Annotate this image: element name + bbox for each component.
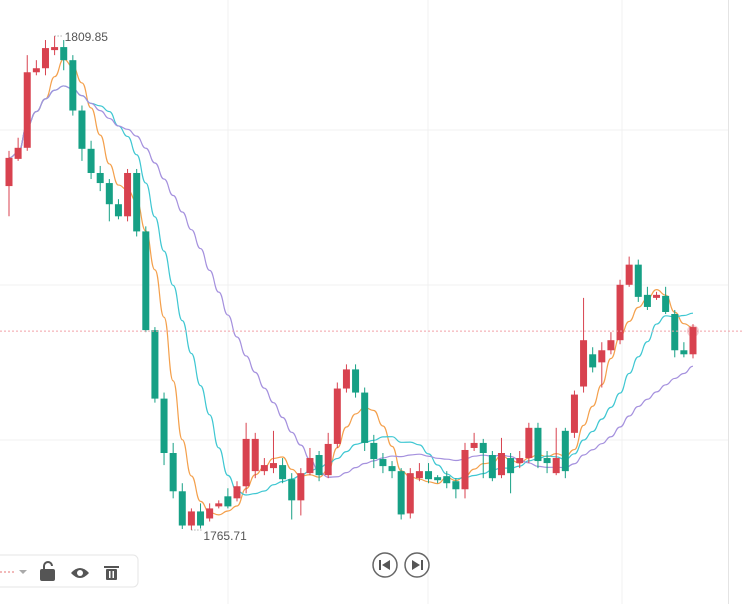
candle-body bbox=[552, 458, 560, 474]
candle-body bbox=[580, 340, 588, 387]
candle-body bbox=[51, 47, 59, 51]
candle-body bbox=[23, 72, 31, 148]
candle-body bbox=[151, 330, 159, 399]
candle-body bbox=[160, 398, 168, 454]
candle-body bbox=[288, 479, 296, 501]
candle-body bbox=[215, 503, 223, 507]
toolbar bbox=[0, 554, 139, 588]
candle-body bbox=[279, 465, 287, 480]
candle-body bbox=[251, 438, 259, 472]
candle-body bbox=[488, 455, 496, 479]
candle-body bbox=[561, 430, 569, 472]
candle-body bbox=[105, 183, 113, 205]
candle-body bbox=[78, 110, 86, 149]
candle-body bbox=[570, 394, 578, 433]
candle-body bbox=[671, 314, 679, 351]
candle-body bbox=[415, 471, 423, 479]
candle-body bbox=[233, 486, 241, 499]
candle-body bbox=[178, 491, 186, 526]
candle-body bbox=[634, 264, 642, 297]
delete-button[interactable] bbox=[104, 566, 119, 580]
candle-body bbox=[324, 443, 332, 476]
candle-body bbox=[388, 466, 396, 472]
candle-body bbox=[461, 449, 469, 490]
candle-body bbox=[370, 442, 378, 460]
rewind-button[interactable] bbox=[372, 552, 398, 578]
candle-body bbox=[406, 473, 414, 514]
candle-body bbox=[224, 496, 232, 507]
last-price-dot bbox=[690, 328, 696, 334]
candle-body bbox=[306, 458, 314, 474]
candle-body bbox=[315, 455, 323, 476]
candle-body bbox=[434, 477, 442, 481]
candle-body bbox=[5, 157, 13, 187]
ma-line bbox=[8, 58, 694, 516]
candle-body bbox=[543, 458, 551, 464]
candle-body bbox=[169, 453, 177, 492]
candle-body bbox=[297, 473, 305, 501]
candle-body bbox=[197, 511, 205, 526]
candle-body bbox=[689, 327, 697, 355]
candle-body bbox=[516, 458, 524, 464]
candle-body bbox=[60, 47, 68, 61]
candle-body bbox=[352, 369, 360, 393]
candle-body bbox=[87, 148, 95, 173]
candle-body bbox=[443, 476, 451, 484]
candle-body bbox=[616, 284, 624, 341]
candle-body bbox=[397, 471, 405, 515]
candle-body bbox=[124, 172, 132, 217]
candle-body bbox=[680, 350, 688, 355]
candle-body bbox=[187, 511, 195, 526]
candle-body bbox=[69, 60, 77, 111]
candle-body bbox=[425, 471, 433, 480]
candle-body bbox=[452, 481, 460, 490]
ma-line bbox=[8, 85, 694, 496]
candle-body bbox=[643, 294, 651, 307]
candle-body bbox=[269, 463, 277, 469]
candle-body bbox=[525, 427, 533, 459]
candle-body bbox=[96, 172, 104, 184]
candle-body bbox=[142, 231, 150, 331]
lock-button[interactable] bbox=[40, 561, 55, 581]
candle-body bbox=[242, 438, 250, 487]
candle-body bbox=[260, 465, 268, 472]
candle-body bbox=[598, 350, 606, 363]
candle-body bbox=[14, 147, 22, 159]
candle-body bbox=[470, 442, 478, 448]
candle-body bbox=[32, 68, 40, 73]
candle-body bbox=[653, 294, 661, 298]
candle-body bbox=[607, 340, 615, 351]
max-label: 1809.85 bbox=[65, 30, 109, 44]
candle-body bbox=[133, 172, 141, 232]
candle-body bbox=[333, 388, 341, 444]
candle-body bbox=[206, 508, 214, 519]
min-label: 1765.71 bbox=[203, 529, 247, 543]
candle-body bbox=[534, 427, 542, 462]
candle-body bbox=[662, 295, 670, 312]
candle-body bbox=[507, 458, 515, 474]
forward-button[interactable] bbox=[404, 552, 430, 578]
candle-body bbox=[589, 354, 597, 368]
candle-body bbox=[342, 369, 350, 389]
candle-body bbox=[114, 204, 122, 217]
plot: 1809.85 1765.71 bbox=[0, 30, 742, 543]
candle-body bbox=[625, 264, 633, 285]
candle-body bbox=[379, 459, 387, 467]
eye-button[interactable] bbox=[71, 568, 89, 578]
ma-line bbox=[8, 85, 694, 478]
candle-body bbox=[41, 48, 49, 69]
candle-body bbox=[479, 442, 487, 454]
candle-body bbox=[361, 392, 369, 443]
candle-body bbox=[497, 453, 505, 476]
